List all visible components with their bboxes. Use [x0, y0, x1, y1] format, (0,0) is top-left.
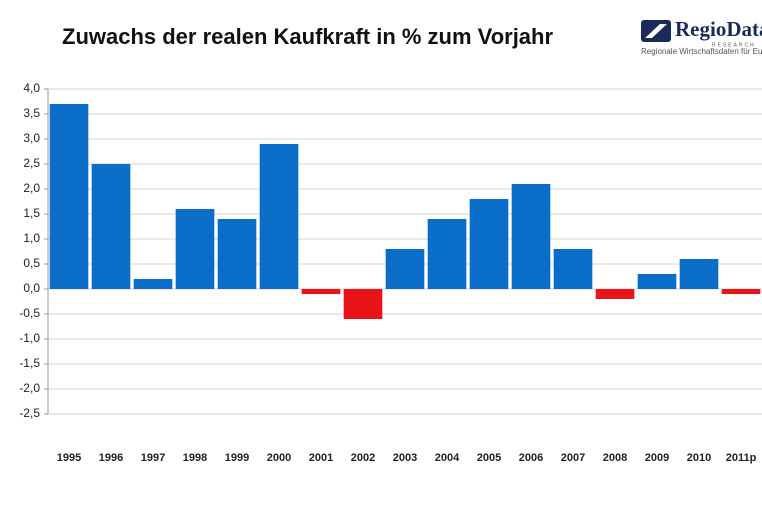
bar: [91, 164, 131, 289]
y-tick-label: 2,5: [23, 156, 40, 170]
bar: [721, 289, 761, 294]
x-tick-label: 1997: [141, 452, 165, 464]
x-tick-label: 2007: [561, 452, 585, 464]
y-tick-label: -0,5: [19, 306, 40, 320]
bar: [469, 199, 509, 289]
y-tick-label: 1,5: [23, 206, 40, 220]
y-tick-label: -2,0: [19, 381, 40, 395]
y-tick-label: 3,5: [23, 106, 40, 120]
x-tick-label: 1999: [225, 452, 249, 464]
bar: [385, 249, 425, 289]
logo: RegioData RESEARCH Regionale Wirtschafts…: [641, 17, 762, 56]
bar: [133, 279, 173, 289]
logo-name: RegioData: [675, 17, 762, 41]
x-tick-label: 2003: [393, 452, 417, 464]
bar: [553, 249, 593, 289]
x-tick-label: 2011p: [726, 452, 757, 464]
x-tick-label: 2005: [477, 452, 501, 464]
y-tick-label: 4,0: [23, 81, 40, 95]
bar: [595, 289, 635, 299]
x-tick-label: 1996: [99, 452, 123, 464]
x-tick-label: 2006: [519, 452, 543, 464]
x-tick-label: 2000: [267, 452, 291, 464]
bar: [427, 219, 467, 289]
x-tick-label: 2008: [603, 452, 627, 464]
x-tick-label: 2004: [435, 452, 460, 464]
bar: [343, 289, 383, 319]
bar: [511, 184, 551, 289]
x-tick-label: 1995: [57, 452, 81, 464]
bar: [175, 209, 215, 289]
x-tick-label: 2009: [645, 452, 669, 464]
y-tick-label: -1,5: [19, 356, 40, 370]
logo-tag: RESEARCH: [712, 42, 756, 48]
bar: [259, 144, 299, 289]
y-tick-label: -2,5: [19, 406, 40, 420]
y-tick-label: 3,0: [23, 131, 40, 145]
y-tick-label: 0,5: [23, 256, 40, 270]
y-tick-label: 2,0: [23, 181, 40, 195]
bar: [301, 289, 341, 294]
x-tick-label: 2001: [309, 452, 333, 464]
y-tick-label: 1,0: [23, 231, 40, 245]
bar: [679, 259, 719, 289]
logo-icon-stroke: [645, 24, 667, 38]
y-tick-label: -1,0: [19, 331, 40, 345]
x-tick-label: 2010: [687, 452, 711, 464]
bar: [637, 274, 677, 289]
y-tick-label: 0,0: [23, 281, 40, 295]
bar: [217, 219, 257, 289]
chart-title: Zuwachs der realen Kaufkraft in % zum Vo…: [62, 24, 553, 49]
x-tick-label: 1998: [183, 452, 207, 464]
logo-tagline: Regionale Wirtschaftsdaten für Euro: [641, 47, 762, 56]
bar: [49, 104, 89, 289]
x-tick-label: 2002: [351, 452, 375, 464]
